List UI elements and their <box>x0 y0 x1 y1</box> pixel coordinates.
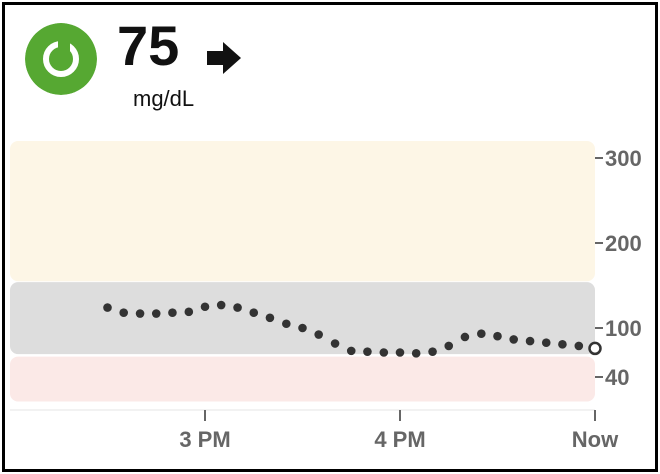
glucose-point <box>200 302 210 312</box>
glucose-point <box>168 308 177 318</box>
glucose-point <box>363 347 372 356</box>
glucose-point <box>103 303 112 312</box>
range-bands <box>10 141 595 402</box>
glucose-point <box>493 331 502 341</box>
range-band-1 <box>10 282 595 355</box>
glucose-point <box>428 347 437 356</box>
glucose-point <box>119 308 128 318</box>
glucose-point <box>541 338 551 348</box>
y-tick-label-100: 100 <box>605 316 642 341</box>
glucose-point <box>298 323 307 333</box>
x-tick-label-0: 3 PM <box>179 427 230 452</box>
glucose-point <box>509 335 518 344</box>
glucose-point <box>135 309 145 318</box>
glucose-point <box>282 319 291 329</box>
glucose-point <box>314 330 323 339</box>
x-tick-label-2: Now <box>572 427 619 452</box>
glucose-point <box>216 300 226 310</box>
glucose-point <box>249 308 259 318</box>
status-ring-gap <box>58 39 70 51</box>
status-circle <box>25 23 97 95</box>
glucose-point <box>379 348 389 357</box>
y-tick-label-300: 300 <box>605 146 642 171</box>
glucose-point <box>151 309 161 318</box>
range-band-2 <box>10 356 595 402</box>
range-band-0 <box>10 141 595 282</box>
glucose-point <box>444 341 454 351</box>
glucose-chart: 300 200 100 40 3 PM 4 PM Now <box>10 141 642 452</box>
glucose-point <box>477 329 486 339</box>
current-reading-point <box>588 341 602 356</box>
glucose-point <box>330 339 340 348</box>
glucose-point <box>395 348 405 357</box>
glucose-point <box>574 341 584 351</box>
axes: 300 200 100 40 3 PM 4 PM Now <box>10 146 642 452</box>
y-tick-label-200: 200 <box>605 231 642 256</box>
y-tick-label-40: 40 <box>605 365 629 390</box>
glucose-value: 75 <box>117 14 180 77</box>
glucose-point <box>233 303 242 312</box>
glucose-point <box>558 340 567 349</box>
glucose-point <box>346 346 356 356</box>
glucose-point <box>265 313 275 323</box>
trend-arrow-right-icon <box>207 42 241 74</box>
glucose-point <box>411 349 421 358</box>
glucose-unit: mg/dL <box>133 86 195 111</box>
sensor-status-icon <box>25 23 97 95</box>
x-tick-label-1: 4 PM <box>374 427 425 452</box>
glucose-points <box>103 300 602 358</box>
glucose-point <box>184 307 194 317</box>
glucose-point <box>525 336 535 346</box>
glucose-point <box>460 332 470 342</box>
